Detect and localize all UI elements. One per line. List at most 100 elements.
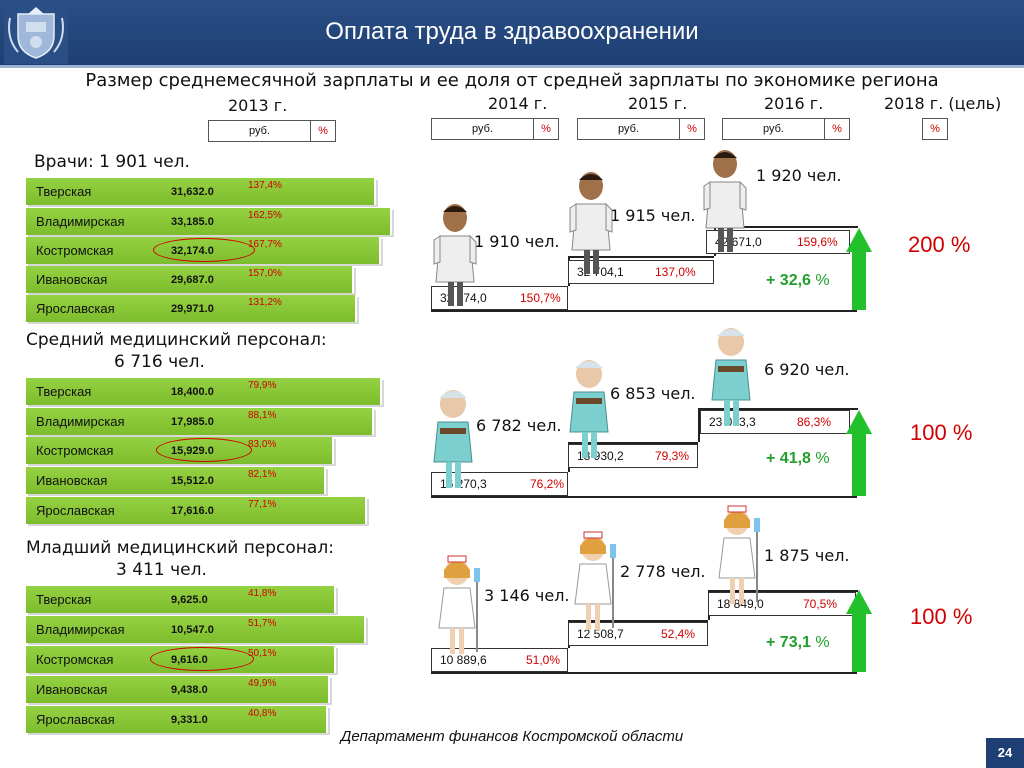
step-box: 18 930,2 79,3% bbox=[568, 444, 698, 468]
region-name: Ивановская bbox=[36, 682, 108, 697]
doctor-icon bbox=[433, 204, 477, 306]
stair-base bbox=[431, 496, 857, 498]
step-box: 12 508,7 52,4% bbox=[568, 622, 708, 646]
region-pct: 40,8% bbox=[248, 708, 277, 719]
stair-line bbox=[568, 256, 714, 258]
step-count: 6 782 чел. bbox=[476, 416, 562, 435]
group-title-doctors: Врачи: 1 901 чел. bbox=[34, 152, 190, 172]
stair-line bbox=[568, 620, 708, 622]
footer-text: Департамент финансов Костромской области bbox=[340, 728, 684, 745]
stair-base bbox=[431, 672, 857, 674]
region-salary: 10,547.0 bbox=[171, 624, 214, 636]
subtitle: Размер среднемесячной зарплаты и ее доля… bbox=[85, 70, 939, 91]
increase-unit: % bbox=[815, 272, 830, 289]
rub-header: руб. bbox=[432, 119, 534, 139]
region-bar: Костромская 32,174.0 167,7% bbox=[26, 237, 381, 264]
increase-label: + 73,1 % bbox=[766, 634, 830, 652]
pct-header: % bbox=[687, 123, 697, 135]
stair-line bbox=[698, 408, 858, 410]
region-salary: 18,400.0 bbox=[171, 386, 214, 398]
pct-header: % bbox=[930, 123, 940, 135]
step-count: 6 853 чел. bbox=[610, 384, 696, 403]
region-name: Ивановская bbox=[36, 473, 108, 488]
doctor-icon bbox=[703, 150, 747, 252]
increase-label: + 32,6 % bbox=[766, 272, 830, 290]
increase-value: + 32,6 bbox=[766, 272, 811, 289]
increase-value: + 41,8 bbox=[766, 450, 811, 467]
increase-unit: % bbox=[815, 634, 830, 651]
year-2014-label: 2014 г. bbox=[488, 94, 548, 113]
nurse-female-icon bbox=[718, 505, 760, 604]
pct-header: % bbox=[832, 123, 842, 135]
region-bar: Ярославская 9,331.0 40,8% bbox=[26, 706, 328, 733]
target-pct: 100 % bbox=[910, 420, 973, 445]
coat-of-arms-icon bbox=[4, 4, 68, 64]
step-count: 1 920 чел. bbox=[756, 166, 842, 185]
year-2016-label: 2016 г. bbox=[764, 94, 824, 113]
step-pct: 159,6% bbox=[797, 235, 838, 249]
step-pct: 137,0% bbox=[655, 265, 696, 279]
page-title: Оплата труда в здравоохранении bbox=[325, 18, 699, 45]
header-box-2016: руб.% bbox=[722, 118, 850, 140]
region-name: Владимирская bbox=[36, 622, 125, 637]
stair-line bbox=[708, 590, 858, 592]
rub-header: руб. bbox=[578, 119, 680, 139]
up-arrow-shaft bbox=[852, 434, 866, 496]
pct-header: % bbox=[318, 125, 328, 137]
year-2015-label: 2015 г. bbox=[628, 94, 688, 113]
region-pct: 88,1% bbox=[248, 410, 277, 421]
region-bar: Ивановская 29,687.0 157,0% bbox=[26, 266, 354, 293]
region-pct: 162,5% bbox=[248, 210, 282, 221]
step-pct: 79,3% bbox=[655, 449, 690, 463]
nurse-icon bbox=[433, 390, 473, 488]
header-box-2014: руб.% bbox=[431, 118, 559, 140]
stair-line bbox=[568, 442, 698, 444]
step-value: 10 889,6 bbox=[440, 653, 487, 667]
header-bar: Оплата труда в здравоохранении bbox=[0, 0, 1024, 68]
step-count: 6 920 чел. bbox=[764, 360, 850, 379]
region-name: Владимирская bbox=[36, 214, 125, 229]
nurse-icon bbox=[711, 328, 751, 426]
region-bar: Владимирская 33,185.0 162,5% bbox=[26, 208, 392, 235]
stair-base bbox=[431, 310, 857, 312]
step-count: 2 778 чел. bbox=[620, 562, 706, 581]
group-count-nurses: 6 716 чел. bbox=[114, 352, 205, 372]
region-name: Ивановская bbox=[36, 272, 108, 287]
region-pct: 131,2% bbox=[248, 297, 282, 308]
region-pct: 167,7% bbox=[248, 239, 282, 250]
header-box-2015: руб.% bbox=[577, 118, 705, 140]
region-name: Ярославская bbox=[36, 503, 115, 518]
group-title-junior: Младший медицинский персонал: bbox=[26, 538, 334, 558]
pct-header: % bbox=[541, 123, 551, 135]
region-pct: 51,7% bbox=[248, 618, 277, 629]
group-count-junior: 3 411 чел. bbox=[116, 560, 207, 580]
increase-unit: % bbox=[815, 450, 830, 467]
region-bar: Тверская 18,400.0 79,9% bbox=[26, 378, 382, 405]
step-count: 1 875 чел. bbox=[764, 546, 850, 565]
region-name: Костромская bbox=[36, 443, 114, 458]
highlight-oval bbox=[153, 238, 255, 262]
highlight-oval bbox=[156, 438, 252, 462]
region-bar: Ивановская 15,512.0 82,1% bbox=[26, 467, 326, 494]
region-bar: Владимирская 17,985.0 88,1% bbox=[26, 408, 374, 435]
region-name: Тверская bbox=[36, 592, 92, 607]
region-bar: Ярославская 17,616.0 77,1% bbox=[26, 497, 367, 524]
region-salary: 17,616.0 bbox=[171, 505, 214, 517]
up-arrow-icon bbox=[846, 410, 872, 434]
region-pct: 82,1% bbox=[248, 469, 277, 480]
region-pct: 83,0% bbox=[248, 439, 277, 450]
step-pct: 86,3% bbox=[797, 415, 832, 429]
region-salary: 17,985.0 bbox=[171, 416, 214, 428]
increase-label: + 41,8 % bbox=[766, 450, 830, 468]
header-box-2013: руб.% bbox=[208, 120, 336, 142]
region-bar: Костромская 9,616.0 50,1% bbox=[26, 646, 336, 673]
step-count: 3 146 чел. bbox=[484, 586, 570, 605]
nurse-icon bbox=[569, 360, 609, 458]
region-bar: Тверская 9,625.0 41,8% bbox=[26, 586, 336, 613]
nurse-female-icon bbox=[574, 531, 616, 630]
region-salary: 15,512.0 bbox=[171, 475, 214, 487]
up-arrow-icon bbox=[846, 590, 872, 614]
step-value: 23 073,3 bbox=[709, 415, 756, 429]
up-arrow-shaft bbox=[852, 614, 866, 672]
step-value: 18 930,2 bbox=[577, 449, 624, 463]
